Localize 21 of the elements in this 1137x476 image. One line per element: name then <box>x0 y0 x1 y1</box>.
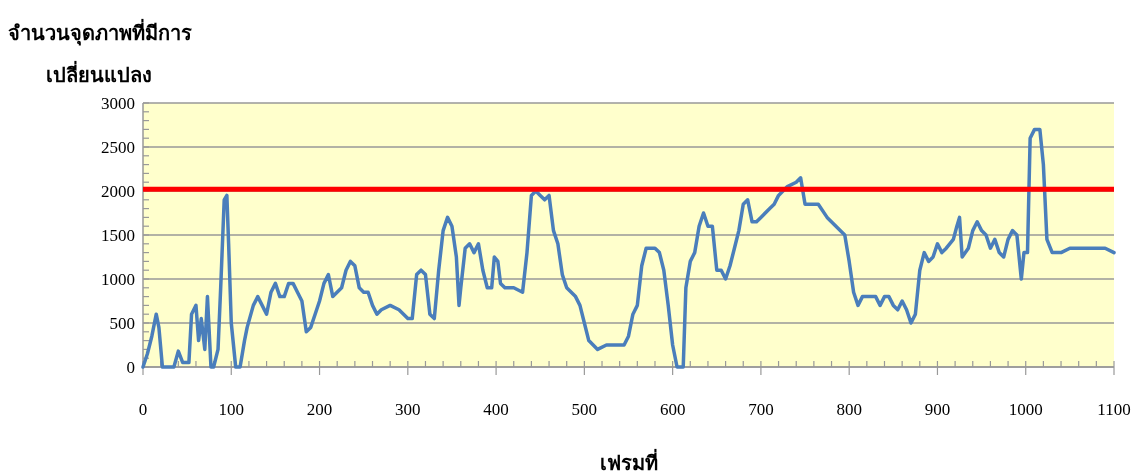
y-tick-label: 2500 <box>101 138 135 157</box>
y-tick-label: 3000 <box>101 94 135 113</box>
x-tick-label: 200 <box>306 400 333 419</box>
y-tick-label: 500 <box>109 314 135 333</box>
x-tick-label: 900 <box>924 400 951 419</box>
y-tick-label: 1000 <box>101 270 135 289</box>
y-tick-label: 0 <box>126 358 135 377</box>
y-tick-label: 1500 <box>101 226 135 245</box>
x-tick-label: 500 <box>571 400 598 419</box>
x-tick-label: 800 <box>836 400 862 419</box>
x-tick-label: 1100 <box>1097 400 1131 419</box>
y-axis-title: จำนวนจุดภาพที่มีการ เปลี่ยนแปลง <box>8 18 192 86</box>
x-tick-label: 400 <box>483 400 509 419</box>
x-tick-label: 100 <box>218 400 245 419</box>
x-tick-label: 0 <box>138 400 148 419</box>
x-tick-label: 700 <box>748 400 774 419</box>
x-tick-label: 300 <box>395 400 421 419</box>
x-tick-label: 1000 <box>1008 400 1043 419</box>
x-tick-label: 600 <box>659 400 686 419</box>
y-tick-label: 2000 <box>101 182 135 201</box>
x-axis-title: เฟรมที่ <box>599 448 658 474</box>
